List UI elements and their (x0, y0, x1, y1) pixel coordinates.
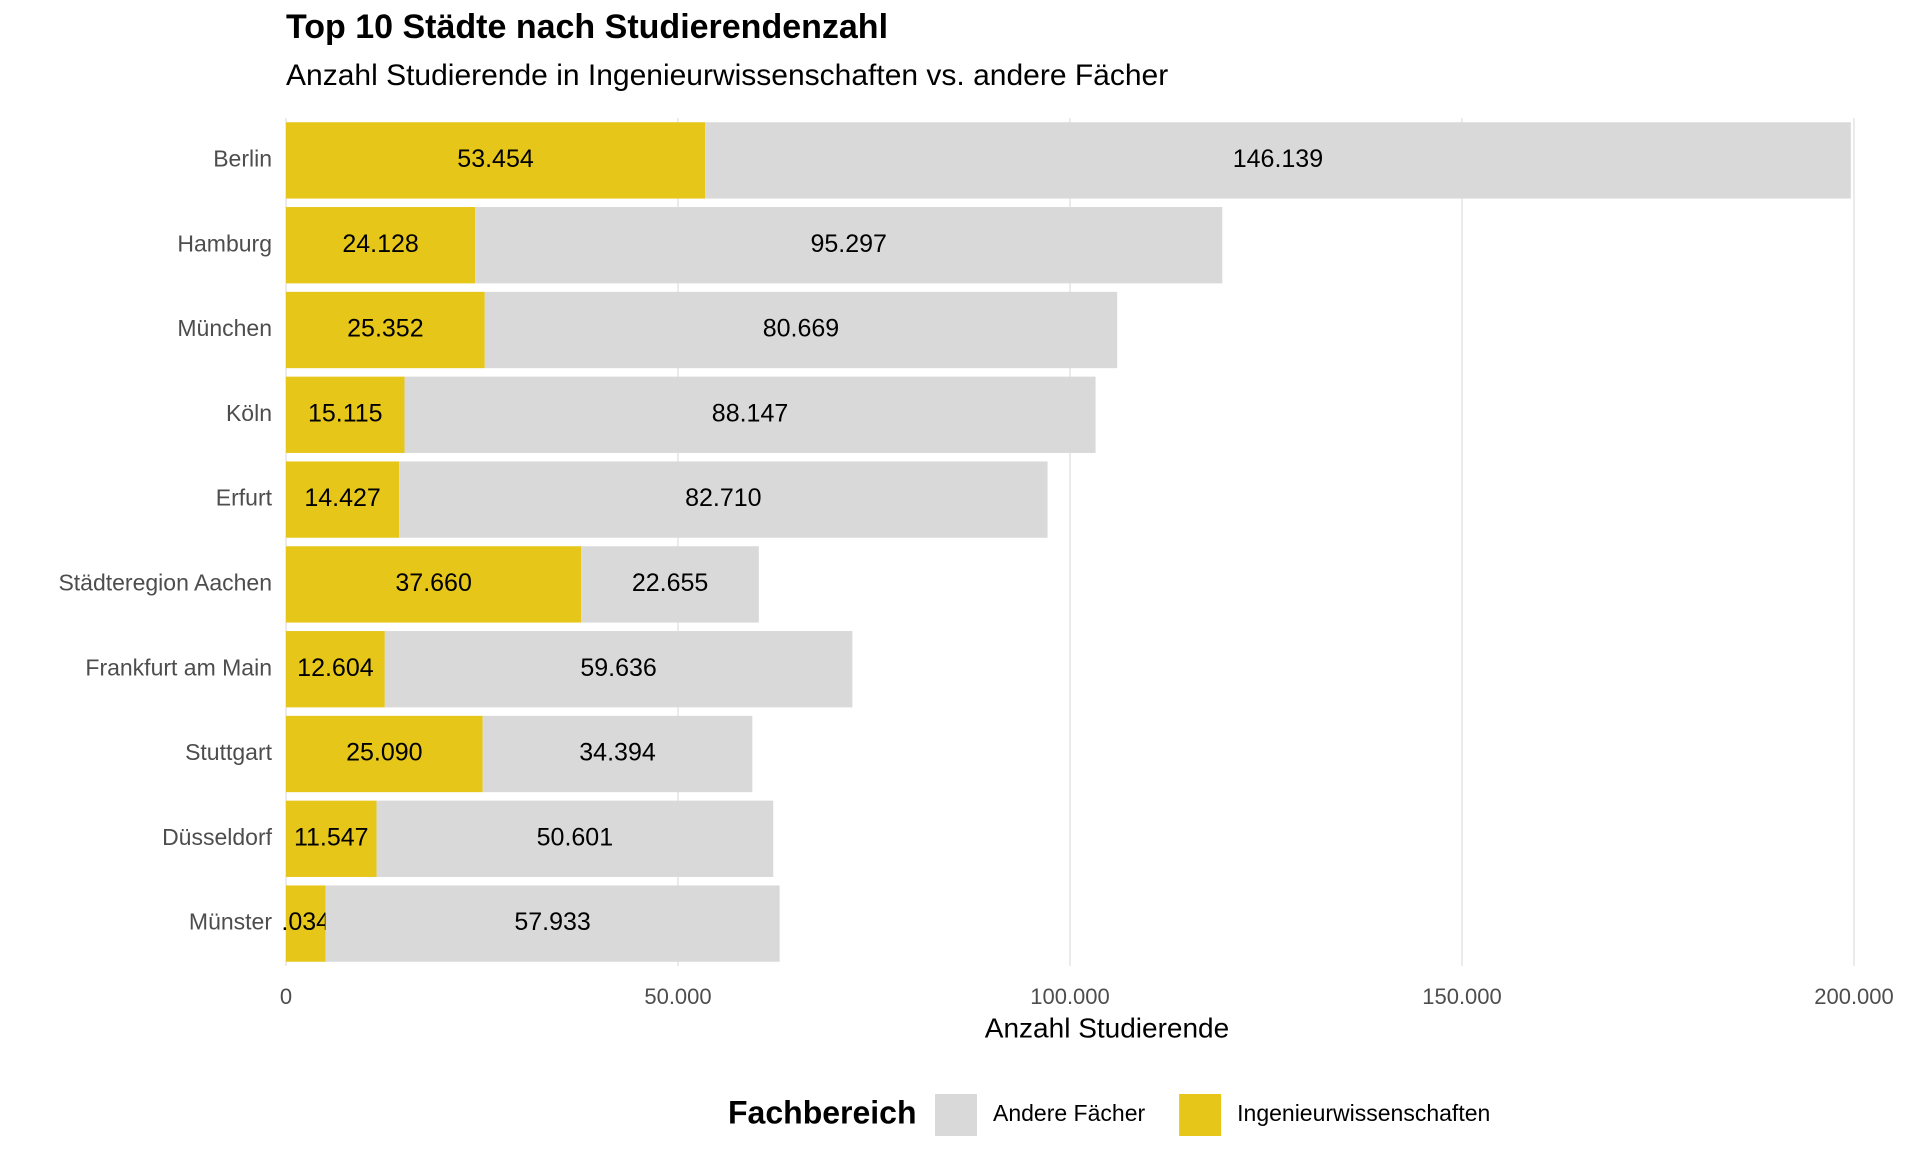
value-label: 12.604 (297, 654, 374, 682)
value-label: 57.933 (514, 908, 590, 936)
x-tick-label: 150.000 (1422, 984, 1502, 1009)
bar-segment (286, 376, 405, 453)
y-tick-label: Frankfurt am Main (85, 654, 272, 680)
bar-segment (286, 546, 582, 623)
legend-swatch (935, 1094, 977, 1136)
bar-segment (325, 885, 780, 962)
value-label: 82.710 (685, 484, 761, 512)
bar-segment (286, 715, 483, 793)
legend-label: Andere Fächer (993, 1100, 1145, 1126)
value-label: 146.139 (1233, 145, 1323, 173)
x-tick-label: 0 (280, 984, 292, 1009)
bar-segment (705, 122, 1851, 199)
value-label: 53.454 (457, 145, 534, 173)
value-label: 88.147 (712, 399, 788, 427)
value-label: .034 (281, 908, 330, 936)
value-label: 11.547 (294, 823, 369, 851)
value-label: 25.352 (347, 315, 423, 343)
bar-segment (286, 122, 706, 199)
bar-segment (484, 291, 1118, 369)
y-tick-label: Stuttgart (185, 739, 273, 765)
y-tick-label: Erfurt (216, 485, 273, 511)
legend-label: Ingenieurwissenschaften (1237, 1100, 1490, 1126)
bar-segment (404, 376, 1096, 453)
value-label: 22.655 (632, 569, 708, 597)
bar-segment (286, 461, 400, 538)
x-tick-label: 50.000 (644, 984, 711, 1009)
value-label: 37.660 (395, 569, 471, 597)
y-tick-label: Städteregion Aachen (58, 569, 272, 595)
value-label: 34.394 (579, 739, 656, 767)
bar-segment (286, 207, 476, 284)
value-label: 95.297 (810, 230, 886, 258)
value-label: 14.427 (304, 484, 380, 512)
y-tick-label: München (177, 315, 272, 341)
bar-segment (376, 800, 774, 877)
chart-subtitle: Anzahl Studierende in Ingenieurwissensch… (286, 59, 1168, 92)
bar-segment (286, 800, 377, 877)
bar-segment (286, 631, 385, 708)
y-tick-label: Düsseldorf (162, 824, 273, 850)
y-tick-label: Köln (226, 400, 272, 426)
x-tick-label: 100.000 (1030, 984, 1110, 1009)
legend-swatch (1179, 1094, 1222, 1136)
bar-segment (482, 715, 753, 793)
value-label: 50.601 (537, 823, 613, 851)
bar-segment (286, 885, 326, 962)
bar-segment (581, 546, 759, 623)
value-label: 15.115 (308, 399, 383, 427)
x-tick-label: 200.000 (1814, 984, 1894, 1009)
y-tick-label: Hamburg (177, 230, 272, 256)
legend-title: Fachbereich (728, 1094, 917, 1130)
bar-segment (384, 631, 853, 708)
bar-segment (399, 461, 1048, 538)
value-label: 24.128 (342, 230, 418, 258)
value-label: 59.636 (580, 654, 656, 682)
value-label: 80.669 (763, 315, 839, 343)
y-tick-label: Berlin (213, 145, 272, 171)
x-axis-title: Anzahl Studierende (985, 1012, 1229, 1043)
bar-segment (286, 291, 485, 369)
bar-segment (475, 207, 1223, 284)
value-label: 25.090 (346, 739, 422, 767)
y-tick-label: Münster (189, 909, 272, 935)
chart-title: Top 10 Städte nach Studierendenzahl (286, 8, 888, 46)
